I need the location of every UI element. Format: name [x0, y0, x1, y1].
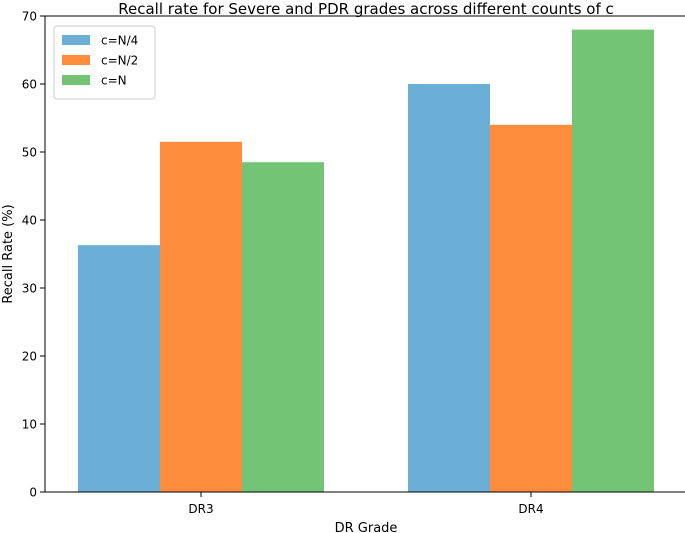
plot-frame [44, 15, 685, 493]
x-axis: DR3 DR4 [188, 492, 544, 516]
legend-swatch [62, 55, 90, 65]
legend-label: c=N/4 [101, 34, 138, 48]
y-tick-label: 50 [22, 146, 37, 160]
y-tick-label: 60 [22, 78, 37, 92]
y-axis: 0 10 20 30 40 50 60 70 [22, 10, 45, 500]
x-tick-label: DR4 [518, 502, 543, 516]
legend-label: c=N/2 [101, 54, 138, 68]
x-axis-label: DR Grade [335, 521, 398, 533]
y-tick-label: 20 [22, 350, 37, 364]
y-tick-label: 10 [22, 418, 37, 432]
bar-dr3-3 [242, 162, 324, 492]
legend-label: c=N [101, 74, 127, 88]
y-axis-label: Recall Rate (%) [1, 204, 16, 303]
bar-dr4-2 [490, 124, 572, 493]
y-tick-label: 40 [22, 214, 37, 228]
bar-dr3-2 [160, 141, 242, 493]
bar-dr4-1 [408, 84, 490, 492]
chart-title: Recall rate for Severe and PDR grades ac… [118, 0, 614, 18]
legend-swatch [62, 35, 90, 45]
bar-dr3-1 [78, 245, 160, 492]
y-tick-label: 30 [22, 282, 37, 296]
y-tick-label: 70 [22, 10, 37, 24]
legend: c=N/4 c=N/2 c=N [53, 25, 156, 100]
y-tick-label: 0 [29, 486, 37, 500]
x-tick-label: DR3 [188, 502, 213, 516]
bar-dr4-3 [572, 29, 654, 492]
bars-group [78, 29, 654, 493]
legend-swatch [62, 75, 90, 85]
